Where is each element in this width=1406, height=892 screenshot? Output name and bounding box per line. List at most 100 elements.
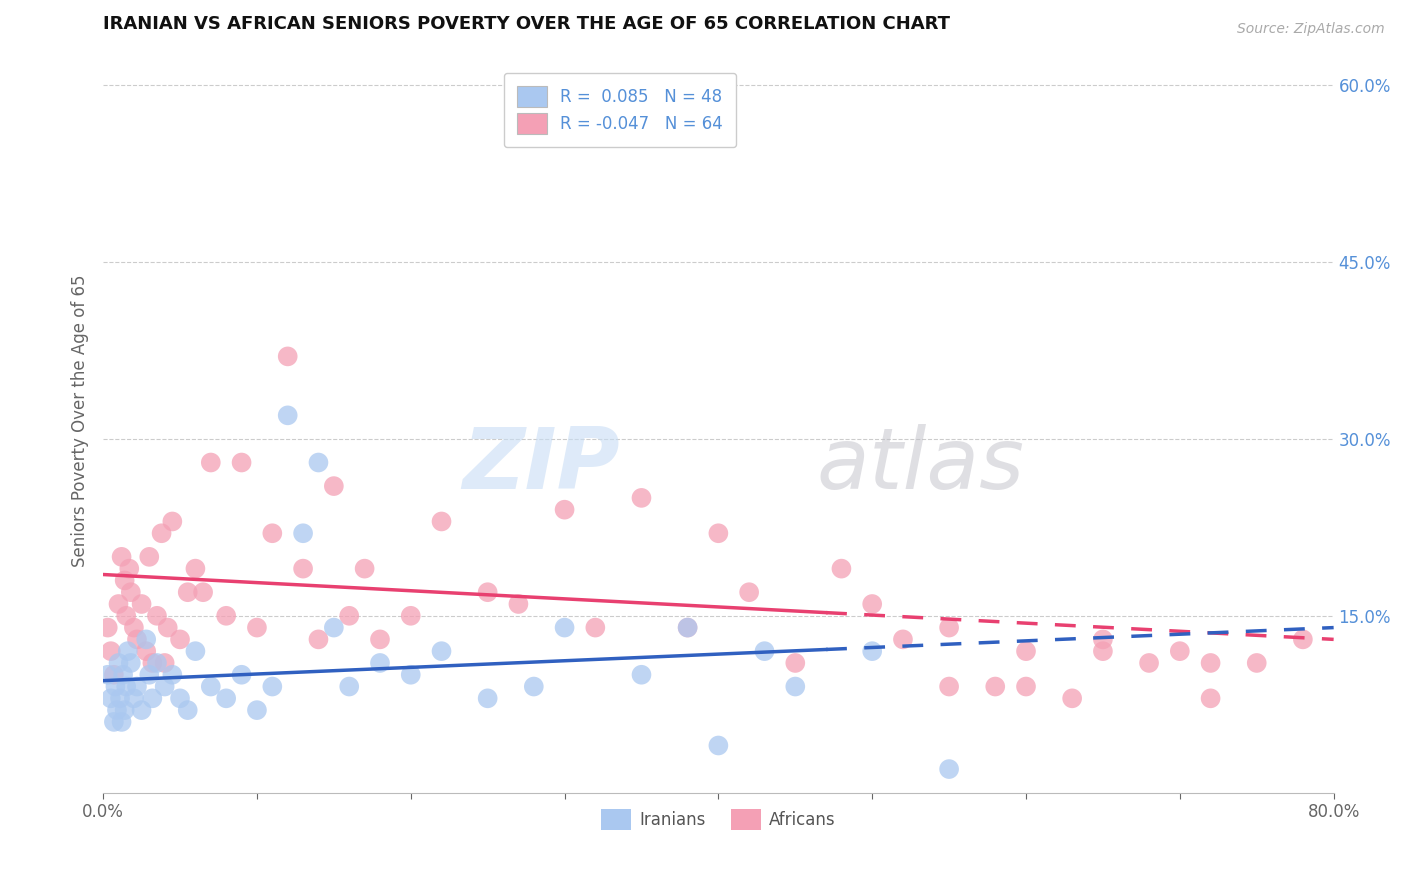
Point: [830, 561, 852, 575]
Point: [120, 656, 142, 670]
Point: [308, 632, 330, 647]
Point: [120, 585, 142, 599]
Point: [131, 703, 153, 717]
Point: [785, 680, 807, 694]
Point: [676, 621, 699, 635]
Point: [141, 691, 163, 706]
Point: [368, 656, 391, 670]
Point: [162, 667, 184, 681]
Point: [938, 621, 960, 635]
Point: [156, 621, 179, 635]
Point: [984, 680, 1007, 694]
Point: [169, 691, 191, 706]
Point: [107, 597, 129, 611]
Point: [860, 644, 883, 658]
Point: [1199, 691, 1222, 706]
Point: [785, 656, 807, 670]
Point: [308, 456, 330, 470]
Point: [118, 561, 141, 575]
Point: [200, 456, 222, 470]
Point: [292, 526, 315, 541]
Point: [131, 597, 153, 611]
Point: [162, 515, 184, 529]
Point: [754, 644, 776, 658]
Point: [554, 502, 576, 516]
Point: [125, 632, 148, 647]
Point: [108, 691, 131, 706]
Point: [97, 621, 120, 635]
Point: [292, 561, 315, 575]
Point: [938, 680, 960, 694]
Point: [738, 585, 761, 599]
Y-axis label: Seniors Poverty Over the Age of 65: Seniors Poverty Over the Age of 65: [72, 275, 89, 567]
Point: [177, 703, 200, 717]
Point: [399, 608, 422, 623]
Point: [337, 608, 360, 623]
Point: [707, 526, 730, 541]
Point: [399, 667, 422, 681]
Point: [114, 574, 136, 588]
Point: [630, 491, 652, 505]
Point: [107, 656, 129, 670]
Point: [1168, 644, 1191, 658]
Text: atlas: atlas: [817, 425, 1025, 508]
Point: [122, 621, 145, 635]
Text: IRANIAN VS AFRICAN SENIORS POVERTY OVER THE AGE OF 65 CORRELATION CHART: IRANIAN VS AFRICAN SENIORS POVERTY OVER …: [103, 15, 950, 33]
Point: [177, 585, 200, 599]
Point: [1015, 644, 1038, 658]
Point: [135, 644, 157, 658]
Point: [508, 597, 530, 611]
Point: [169, 632, 191, 647]
Point: [891, 632, 914, 647]
Point: [1246, 656, 1268, 670]
Point: [1091, 632, 1114, 647]
Point: [262, 526, 284, 541]
Point: [1015, 680, 1038, 694]
Point: [153, 656, 176, 670]
Point: [277, 350, 299, 364]
Point: [337, 680, 360, 694]
Point: [707, 739, 730, 753]
Text: ZIP: ZIP: [463, 425, 620, 508]
Point: [150, 526, 173, 541]
Point: [1199, 656, 1222, 670]
Point: [231, 667, 253, 681]
Point: [184, 561, 207, 575]
Point: [146, 608, 169, 623]
Point: [200, 680, 222, 694]
Point: [1292, 632, 1315, 647]
Point: [583, 621, 606, 635]
Point: [322, 621, 344, 635]
Point: [117, 644, 139, 658]
Point: [115, 680, 138, 694]
Point: [100, 644, 122, 658]
Point: [125, 680, 148, 694]
Point: [554, 621, 576, 635]
Point: [368, 632, 391, 647]
Point: [430, 515, 453, 529]
Point: [104, 680, 127, 694]
Point: [146, 656, 169, 670]
Point: [1062, 691, 1084, 706]
Legend: Iranians, Africans: Iranians, Africans: [595, 803, 842, 837]
Point: [97, 667, 120, 681]
Point: [110, 549, 132, 564]
Point: [430, 644, 453, 658]
Point: [191, 585, 214, 599]
Point: [523, 680, 546, 694]
Point: [277, 409, 299, 423]
Point: [215, 691, 238, 706]
Point: [630, 667, 652, 681]
Point: [353, 561, 375, 575]
Point: [322, 479, 344, 493]
Point: [138, 549, 160, 564]
Point: [184, 644, 207, 658]
Point: [100, 691, 122, 706]
Point: [676, 621, 699, 635]
Text: Source: ZipAtlas.com: Source: ZipAtlas.com: [1237, 22, 1385, 37]
Point: [122, 691, 145, 706]
Point: [477, 691, 499, 706]
Point: [262, 680, 284, 694]
Point: [114, 703, 136, 717]
Point: [153, 680, 176, 694]
